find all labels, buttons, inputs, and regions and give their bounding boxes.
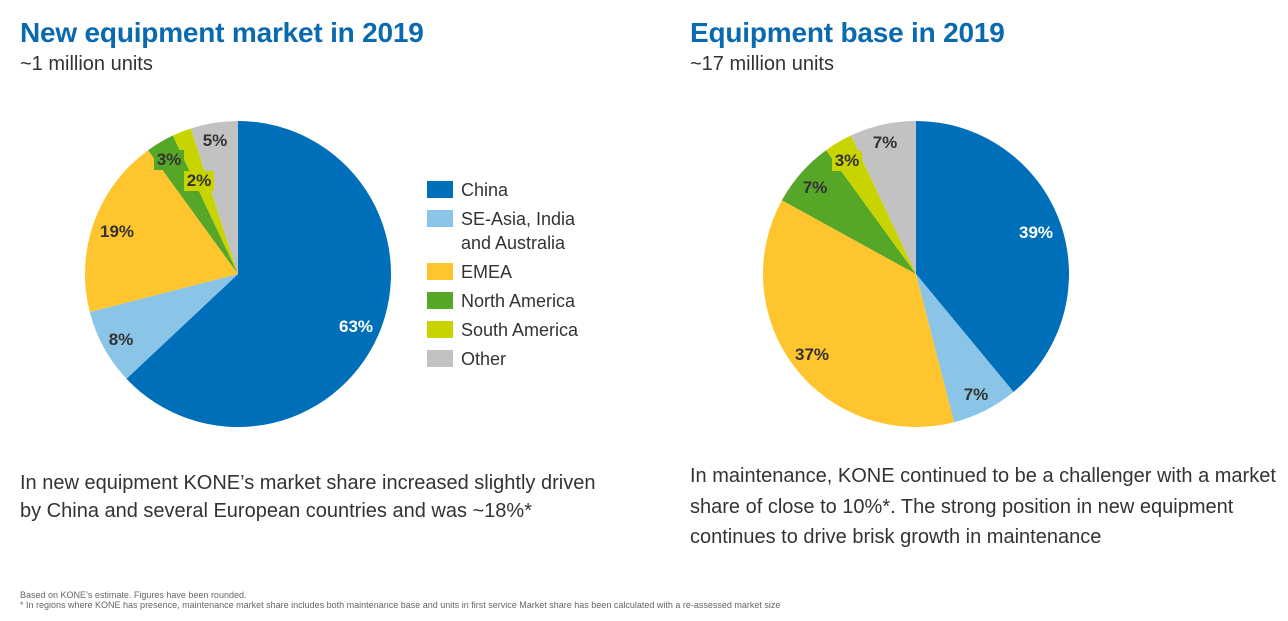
left-label-north-america: 3% [157,150,182,169]
equipment-base-pie: 39% 7% 37% 7% 3% 7% [762,121,1070,427]
right-label-se-asia: 7% [964,385,989,404]
left-label-other: 5% [203,131,228,150]
right-slice-other [850,121,916,274]
legend-swatch-other [427,350,453,367]
legend-swatch-china [427,181,453,198]
left-slice-north-america [148,135,238,274]
right-label-china: 39% [1019,223,1053,242]
right-label-north-america: 7% [803,178,828,197]
right-commentary: In maintenance, KONE continued to be a c… [690,465,1276,548]
legend-swatch-emea [427,263,453,280]
left-label-emea: 19% [100,222,134,241]
legend-label-se-asia: SE-Asia, India and Australia [461,209,576,253]
legend-swatch-north-america [427,292,453,309]
left-label-se-asia: 8% [109,330,134,349]
legend-label-other: Other [461,349,507,369]
footnote-2: * In regions where KONE has presence, ma… [20,600,781,610]
right-slice-china [916,121,1070,392]
legend-label-south-america: South America [461,320,579,340]
left-slice-south-america [172,128,238,274]
left-slice-se-asia [89,274,238,379]
right-slice-north-america [781,150,916,274]
left-commentary: In new equipment KONE’s market share inc… [20,472,596,522]
legend-label-north-america: North America [461,291,576,311]
new-equipment-pie: 63% 8% 19% 3% 2% 5% [85,121,391,428]
left-label-bg-south-america [184,171,214,191]
right-chart-title: Equipment base in 2019 [690,17,1005,48]
right-slice-emea [762,200,955,427]
legend-label-china: China [461,180,509,200]
left-label-china: 63% [339,317,373,336]
left-label-south-america: 2% [187,171,212,190]
left-chart-subtitle: ~1 million units [20,53,153,75]
legend-swatch-south-america [427,321,453,338]
right-slice-se-asia [916,274,1014,423]
footnote-1: Based on KONE’s estimate. Figures have b… [20,590,247,600]
right-label-other: 7% [873,133,898,152]
left-label-bg-north-america [154,150,184,170]
right-chart-subtitle: ~17 million units [690,53,834,75]
left-slice-other [190,121,238,274]
left-slice-china [126,121,391,428]
right-label-bg-south-america [832,151,862,171]
legend-label-emea: EMEA [461,262,513,282]
left-chart-title: New equipment market in 2019 [20,17,424,48]
legend-swatch-se-asia [427,210,453,227]
left-slice-emea [85,150,238,313]
right-label-emea: 37% [795,345,829,364]
right-label-south-america: 3% [835,151,860,170]
